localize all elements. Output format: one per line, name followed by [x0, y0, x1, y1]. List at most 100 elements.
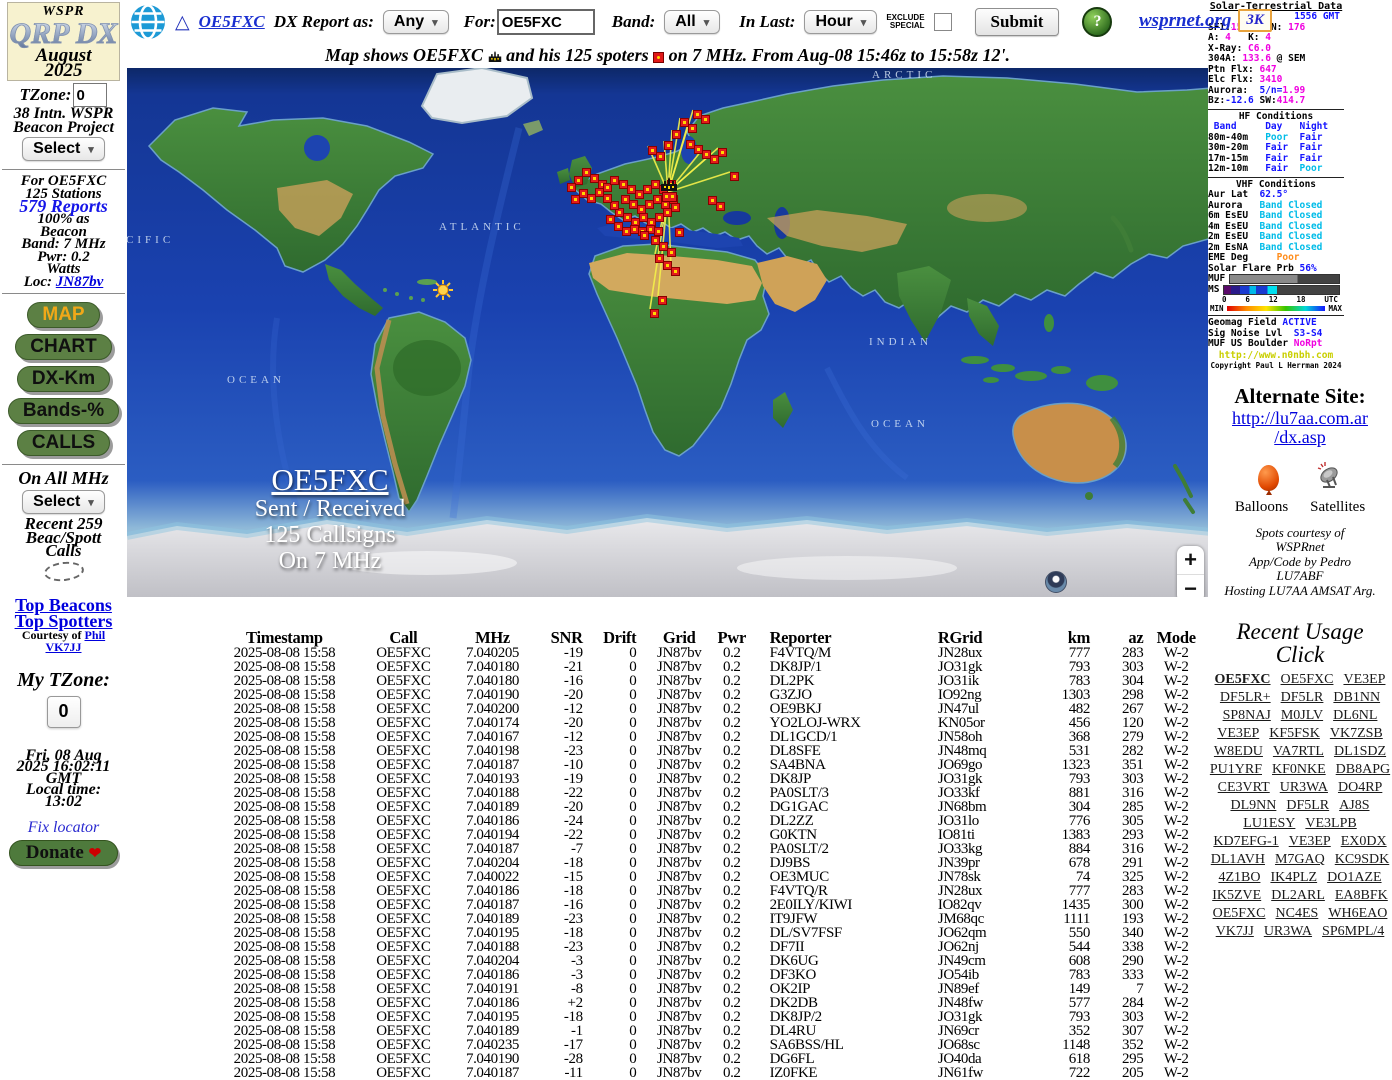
spotter-marker[interactable] [615, 208, 624, 217]
spotter-marker[interactable] [708, 196, 717, 205]
spotter-marker[interactable] [659, 242, 668, 251]
spotter-marker[interactable] [610, 201, 619, 210]
recent-usage-link[interactable]: CE3VRT [1217, 780, 1270, 795]
spotter-marker[interactable] [680, 118, 689, 127]
view-button-bands-%[interactable]: Bands-% [7, 398, 120, 424]
view-button-calls[interactable]: CALLS [16, 430, 111, 456]
spotter-marker[interactable] [653, 195, 662, 204]
spotter-marker[interactable] [651, 236, 660, 245]
spotter-marker[interactable] [663, 261, 672, 270]
balloon-icon[interactable] [1257, 464, 1279, 495]
satellites-label[interactable]: Satellites [1310, 498, 1366, 515]
view-button-chart[interactable]: CHART [15, 334, 112, 360]
recent-usage-link[interactable]: DB8APG [1335, 762, 1391, 777]
spotter-marker[interactable] [650, 309, 659, 318]
recent-usage-link[interactable]: KD7EFG-1 [1213, 834, 1279, 849]
spotter-marker[interactable] [730, 172, 739, 181]
spotter-marker[interactable] [667, 248, 676, 257]
recent-usage-link[interactable]: DL6NL [1333, 708, 1378, 723]
satellite-dish-icon[interactable] [1313, 461, 1343, 491]
spotter-marker[interactable] [658, 296, 667, 305]
recent-usage-link[interactable]: AJ8S [1339, 798, 1370, 813]
recent-usage-link[interactable]: OE5FXC [1214, 672, 1271, 687]
spotter-marker[interactable] [688, 124, 697, 133]
recent-usage-link[interactable]: OE5FXC [1212, 906, 1266, 921]
spotter-marker[interactable] [656, 152, 665, 161]
recent-usage-link[interactable]: WH6EAO [1328, 906, 1388, 921]
spotter-marker[interactable] [655, 213, 664, 222]
recent-usage-link[interactable]: VE3LPB [1305, 816, 1357, 831]
recent-usage-link[interactable]: IK4PLZ [1270, 870, 1318, 885]
spotter-marker[interactable] [614, 222, 623, 231]
spotter-marker[interactable] [571, 195, 580, 204]
recent-usage-link[interactable]: SP8NAJ [1222, 708, 1271, 723]
recent-usage-link[interactable]: PU1YRF [1209, 762, 1262, 777]
spotter-marker[interactable] [635, 190, 644, 199]
spotter-marker[interactable] [587, 194, 596, 203]
recent-usage-link[interactable]: UR3WA [1279, 780, 1328, 795]
help-icon[interactable]: ? [1082, 7, 1113, 37]
recent-usage-link[interactable]: VE3EP [1343, 672, 1386, 687]
recent-usage-link[interactable]: DF5LR [1286, 798, 1330, 813]
recent-usage-link[interactable]: VA7RTL [1272, 744, 1324, 759]
recent-usage-link[interactable]: IK5ZVE [1212, 888, 1262, 903]
locator-link[interactable]: JN87bv [55, 273, 104, 290]
spotter-marker[interactable] [671, 203, 680, 212]
recent-usage-link[interactable]: DL1SDZ [1333, 744, 1387, 759]
spotter-marker[interactable] [619, 180, 628, 189]
top-beacons-link[interactable]: Top Beacons [15, 594, 112, 615]
spotter-marker[interactable] [675, 228, 684, 237]
recent-usage-link[interactable]: DL1AVH [1210, 852, 1265, 867]
alternate-site-link[interactable]: http://lu7aa.com.ar /dx.asp [1232, 407, 1368, 447]
spotter-marker[interactable] [693, 110, 702, 119]
spotter-marker[interactable] [686, 140, 695, 149]
spotter-marker[interactable] [603, 183, 612, 192]
spotter-marker[interactable] [654, 227, 663, 236]
spotter-marker[interactable] [694, 145, 703, 154]
recent-usage-link[interactable]: DF5LR [1280, 690, 1324, 705]
spotter-marker[interactable] [606, 215, 615, 224]
spotter-marker[interactable] [651, 180, 660, 189]
spotter-marker[interactable] [629, 200, 638, 209]
spotter-marker[interactable] [640, 231, 649, 240]
recent-usage-link[interactable]: VK7ZSB [1329, 726, 1383, 741]
recent-usage-link[interactable]: DB1NN [1333, 690, 1381, 705]
spotter-marker[interactable] [671, 267, 680, 276]
spotter-marker[interactable] [710, 155, 719, 164]
zoom-in-button[interactable]: + [1184, 547, 1197, 572]
recent-usage-link[interactable]: DL9NN [1230, 798, 1277, 813]
mhz-select[interactable]: Select ▾ [22, 490, 105, 514]
recent-usage-link[interactable]: DO4RP [1337, 780, 1383, 795]
recent-usage-link[interactable]: DO1AZE [1327, 870, 1382, 885]
recent-usage-link[interactable]: KF5FSK [1269, 726, 1320, 741]
spotter-marker[interactable] [574, 176, 583, 185]
recent-usage-link[interactable]: M7GAQ [1274, 852, 1325, 867]
exclude-special-checkbox[interactable] [933, 13, 952, 31]
recent-usage-link[interactable]: 4Z1BO [1218, 870, 1261, 885]
recent-usage-link[interactable]: KC9SDK [1334, 852, 1390, 867]
for-input[interactable] [496, 9, 595, 35]
spotter-marker[interactable] [567, 183, 576, 192]
recent-usage-link[interactable]: NC4ES [1275, 906, 1319, 921]
recent-usage-link[interactable]: EX0DX [1340, 834, 1387, 849]
spotter-marker[interactable] [610, 176, 619, 185]
spotter-marker[interactable] [603, 194, 612, 203]
callsign-link[interactable]: OE5FXC [198, 12, 265, 31]
spotter-marker[interactable] [639, 213, 648, 222]
spotter-marker[interactable] [579, 189, 588, 198]
spotter-marker[interactable] [595, 188, 604, 197]
spotter-marker[interactable] [664, 141, 673, 150]
recent-usage-link[interactable]: M0JLV [1280, 708, 1324, 723]
view-button-map[interactable]: MAP [27, 302, 100, 328]
3k-badge[interactable]: 3K [1238, 9, 1272, 32]
band-select[interactable]: All ▾ [664, 10, 721, 34]
sidebar-select[interactable]: Select ▾ [22, 137, 105, 161]
recent-usage-link[interactable]: OE5FXC [1280, 672, 1334, 687]
recent-usage-link[interactable]: KF0NKE [1272, 762, 1326, 777]
tzone-input[interactable] [73, 83, 108, 107]
world-map[interactable]: ARCTIC ATLANTIC PACIFIC OCEAN INDIAN OCE… [127, 68, 1212, 597]
balloons-label[interactable]: Balloons [1234, 498, 1289, 515]
recent-usage-link[interactable]: VE3EP [1288, 834, 1331, 849]
spotter-marker[interactable] [590, 174, 599, 183]
recent-usage-link[interactable]: LU1ESY [1243, 816, 1296, 831]
